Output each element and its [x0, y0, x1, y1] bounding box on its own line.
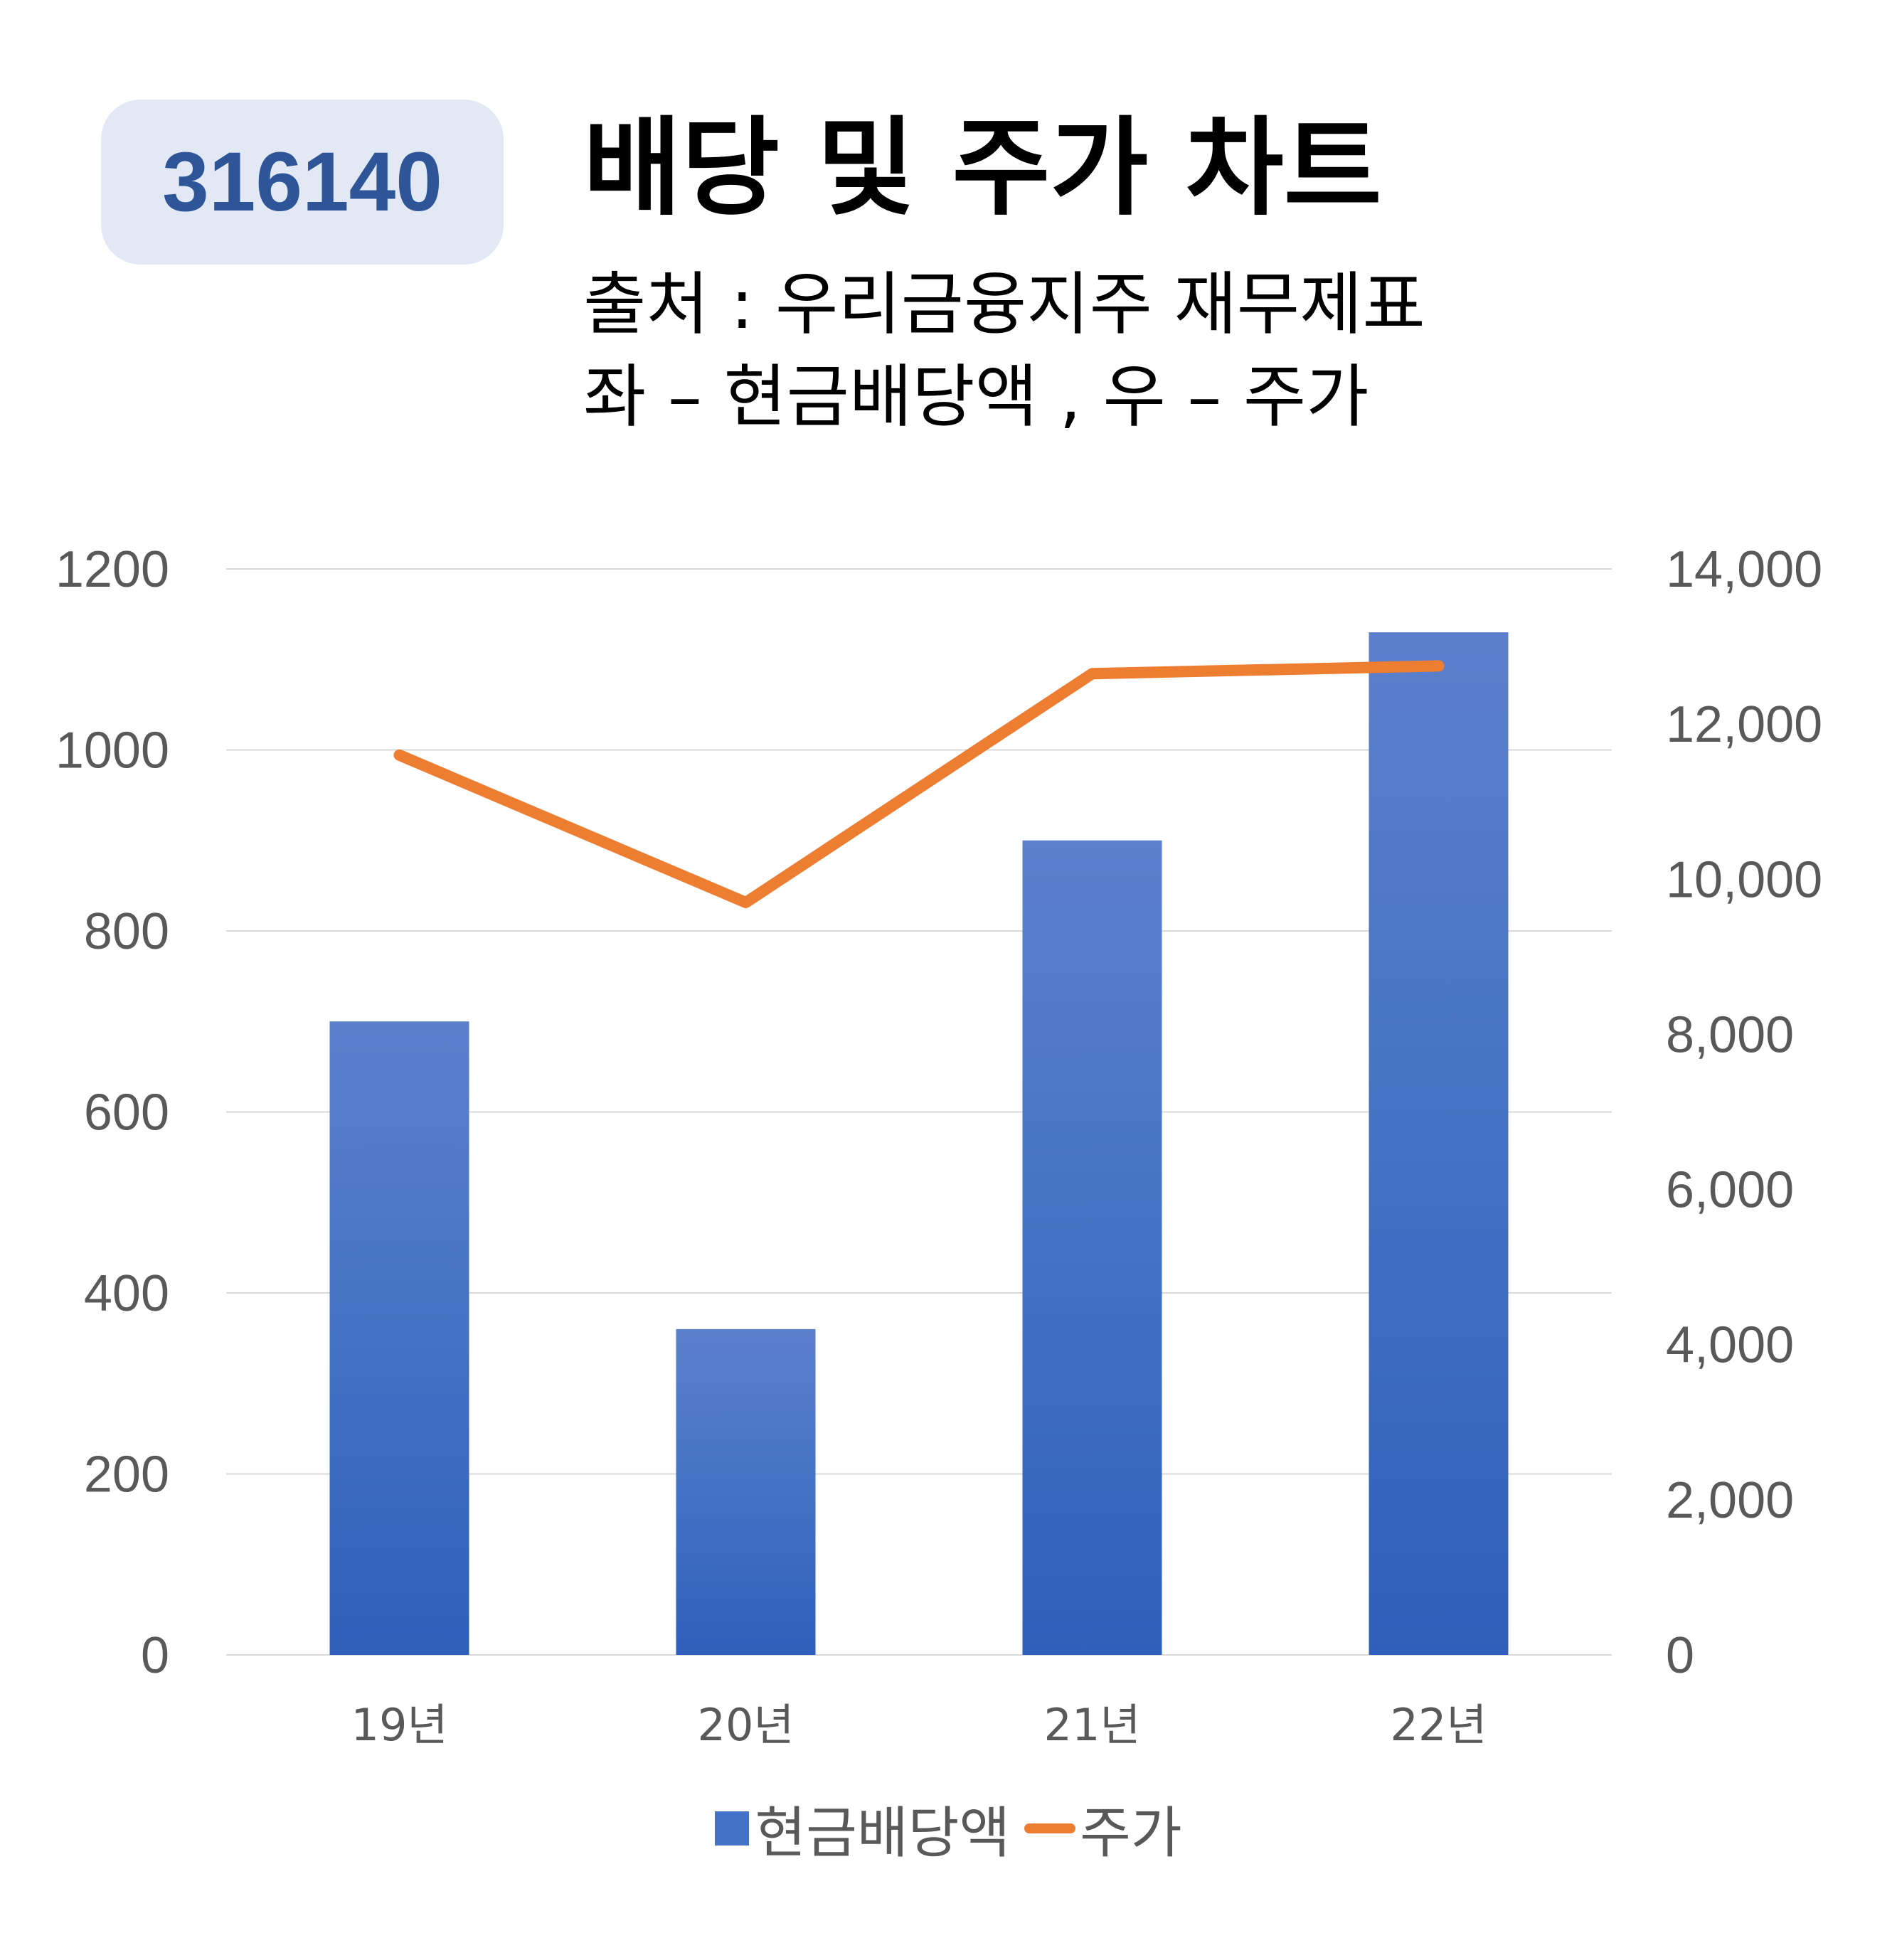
axes-subtitle: 좌 – 현금배당액 , 우 – 주가 [583, 357, 1369, 437]
bar-series [329, 632, 1509, 1656]
x-tick-label: 19년 [351, 1699, 448, 1751]
legend-item-bar: 현금배당액 [715, 1789, 1010, 1868]
stock-code-badge: 316140 [101, 100, 504, 265]
bar-19년 [329, 1021, 469, 1655]
left-tick-label: 400 [84, 1265, 169, 1322]
left-tick-label: 800 [84, 903, 169, 960]
legend: 현금배당액 주가 [0, 1789, 1897, 1868]
line-series [393, 660, 1445, 909]
legend-line-swatch [1024, 1823, 1076, 1833]
left-tick-label: 600 [84, 1085, 169, 1141]
x-tick-label: 22년 [1391, 1699, 1487, 1751]
left-tick-label: 0 [141, 1627, 169, 1684]
source-subtitle: 출처 : 우리금융지주 재무제표 [583, 265, 1425, 344]
legend-item-line: 주가 [1024, 1789, 1182, 1868]
price-line [393, 660, 1445, 909]
right-tick-label: 2,000 [1666, 1472, 1794, 1529]
right-tick-label: 8,000 [1666, 1006, 1794, 1063]
legend-line-label: 주가 [1080, 1801, 1182, 1865]
price-point [396, 752, 403, 758]
right-tick-label: 4,000 [1666, 1317, 1794, 1374]
bar-21년 [1022, 840, 1162, 1655]
bar-20년 [676, 1328, 816, 1655]
left-axis-ticks: 0 200 400 600 800 1000 1200 [55, 541, 169, 1684]
x-axis-ticks: 19년 20년 21년 22년 [351, 1699, 1487, 1751]
left-tick-label: 1000 [55, 723, 169, 779]
right-tick-label: 6,000 [1666, 1162, 1794, 1219]
chart-title: 배당 및 주가 차트 [583, 107, 1382, 230]
legend-bar-label: 현금배당액 [755, 1801, 1011, 1865]
price-point [743, 900, 749, 906]
price-point [1435, 663, 1442, 669]
left-tick-label: 200 [84, 1447, 169, 1503]
price-point [1089, 671, 1095, 677]
right-tick-label: 12,000 [1666, 696, 1822, 753]
x-tick-label: 20년 [698, 1699, 795, 1751]
x-tick-label: 21년 [1044, 1699, 1141, 1751]
left-tick-label: 1200 [55, 541, 169, 598]
right-tick-label: 0 [1666, 1627, 1694, 1684]
bar-22년 [1369, 632, 1509, 1656]
right-axis-ticks: 0 2,000 4,000 6,000 8,000 10,000 12,000 14,000 [1666, 541, 1822, 1684]
legend-bar-swatch [715, 1811, 750, 1846]
right-tick-label: 14,000 [1666, 541, 1822, 598]
right-tick-label: 10,000 [1666, 851, 1822, 908]
